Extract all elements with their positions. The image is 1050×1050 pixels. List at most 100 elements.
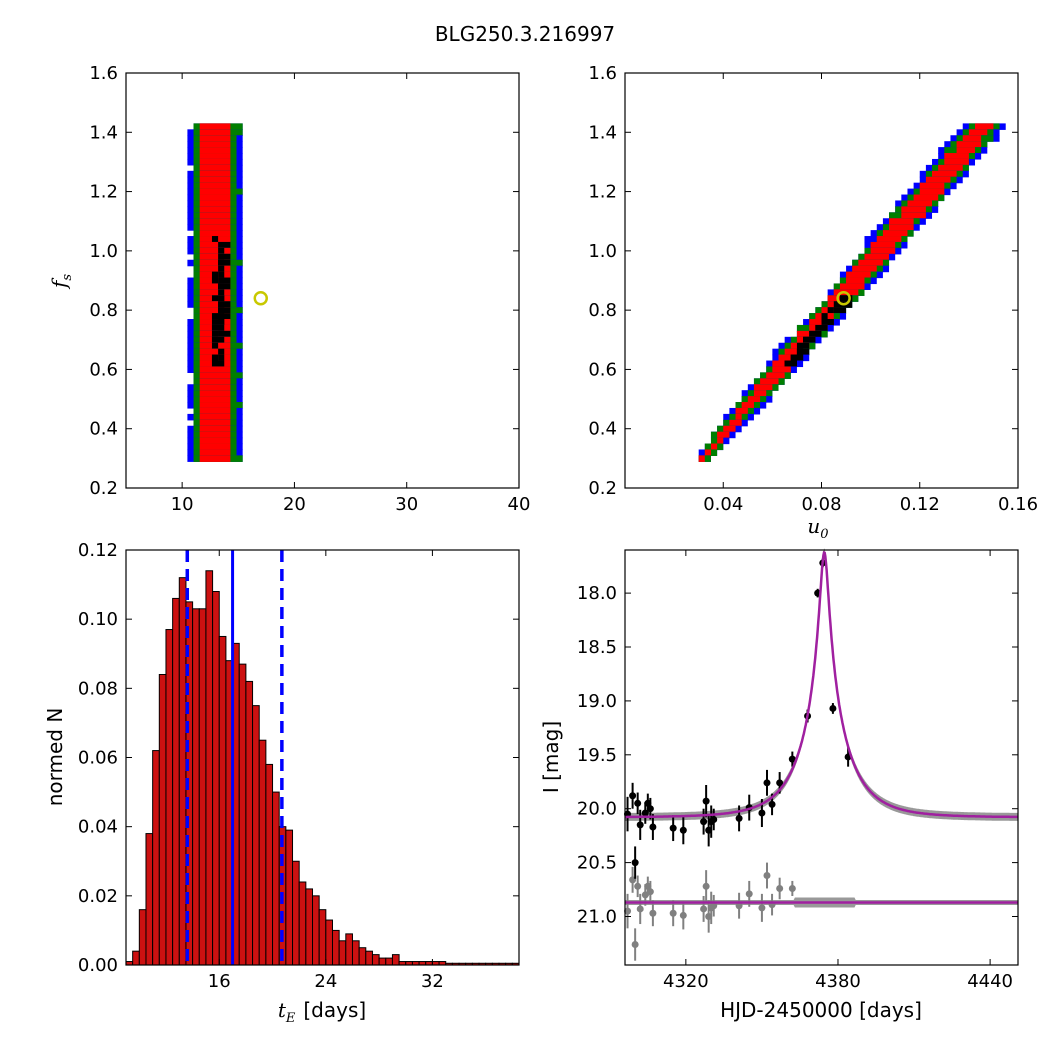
contour-red-cell bbox=[199, 437, 231, 445]
contour-red-cell bbox=[704, 449, 711, 456]
best-fit-region-cell bbox=[815, 324, 822, 332]
best-fit-region-cell bbox=[218, 253, 231, 261]
data-point bbox=[788, 755, 796, 763]
contour-red-cell bbox=[925, 176, 951, 184]
contour-red-cell bbox=[729, 419, 742, 427]
histogram-bar bbox=[325, 919, 333, 966]
contour-red-cell bbox=[944, 158, 969, 166]
histogram-bar bbox=[258, 739, 267, 966]
contour-red-cell bbox=[199, 283, 231, 290]
histogram-bar bbox=[138, 909, 147, 966]
panel-tl-ytick-label: 1.4 bbox=[89, 122, 118, 143]
contour-red-cell bbox=[199, 253, 231, 261]
data-point bbox=[629, 792, 637, 800]
panel-tl-ytick-label: 1.6 bbox=[89, 63, 118, 84]
panel-bl-xtick-label: 32 bbox=[421, 971, 444, 992]
panel-tr-ytick-label: 1.2 bbox=[588, 182, 617, 203]
histogram-bar bbox=[345, 933, 353, 966]
contour-red-cell bbox=[199, 289, 231, 296]
panel-lightcurve: 4320 4380 4440 18.0 18.5 19.0 19.5 20.0 20.5 21.0… bbox=[539, 548, 1019, 1022]
histogram-bar bbox=[178, 577, 187, 966]
contour-red-cell bbox=[199, 141, 231, 148]
panel-tl-ytick-label: 0.6 bbox=[89, 359, 118, 380]
best-fit-region-cell bbox=[809, 330, 816, 338]
histogram-bar bbox=[331, 929, 340, 966]
histogram-bar bbox=[172, 597, 180, 966]
histogram-bar bbox=[132, 950, 140, 966]
best-fit-marker bbox=[253, 291, 268, 306]
data-point bbox=[763, 779, 771, 787]
histogram-bar bbox=[351, 940, 360, 966]
contour-red-cell bbox=[199, 135, 231, 142]
panel-tr-ytick-label: 0.8 bbox=[588, 300, 617, 321]
contour-red-cell bbox=[199, 182, 231, 190]
histogram-bar bbox=[165, 629, 174, 966]
histogram-bar bbox=[358, 947, 367, 966]
histogram-bar bbox=[205, 570, 214, 966]
best-fit-region-cell bbox=[796, 348, 804, 356]
histogram-bar bbox=[145, 833, 154, 966]
histogram-bar bbox=[385, 957, 393, 966]
panel-bl-ytick-label: 0.06 bbox=[78, 748, 118, 769]
histogram-bar bbox=[378, 957, 387, 966]
best-fit-region-cell bbox=[218, 283, 231, 290]
best-fit-region-cell bbox=[218, 295, 225, 302]
contour-red-cell bbox=[778, 354, 797, 362]
histogram-bar bbox=[252, 705, 260, 966]
panel-tr-ytick-label: 1.6 bbox=[588, 63, 617, 84]
contour-red-cell bbox=[766, 372, 785, 379]
panel-br-ytick-label: 18.0 bbox=[577, 583, 617, 604]
contour-red-cell bbox=[919, 182, 945, 190]
panel-tl-xtick-label: 30 bbox=[395, 494, 418, 515]
histogram-bar bbox=[338, 940, 347, 966]
panel-bl-ytick-label: 0.04 bbox=[78, 817, 118, 838]
panel-tr-xtick-label: 0.08 bbox=[801, 494, 841, 515]
contour-red-cell bbox=[199, 247, 231, 255]
histogram-bar bbox=[318, 909, 327, 966]
residual-point bbox=[735, 902, 743, 910]
best-fit-region-cell bbox=[833, 307, 847, 314]
contour-red-cell bbox=[753, 384, 773, 391]
panel-bl-ytick-label: 0.02 bbox=[78, 886, 118, 907]
contour-red-cell bbox=[199, 158, 231, 166]
contour-red-cell bbox=[199, 402, 231, 409]
contour-red-cell bbox=[907, 200, 933, 207]
contour-red-cell bbox=[199, 129, 231, 136]
contour-red-cell bbox=[199, 419, 231, 427]
panel-bl-ytick-label: 0.12 bbox=[78, 540, 118, 561]
best-fit-region-cell bbox=[211, 330, 219, 338]
panel-br-ytick-label: 21.0 bbox=[577, 906, 617, 927]
contour-red-cell bbox=[199, 176, 231, 184]
contour-red-cell bbox=[870, 247, 896, 255]
contour-red-cell bbox=[199, 230, 231, 237]
contour-red-cell bbox=[870, 241, 896, 249]
panel-br-xtick-label: 4440 bbox=[967, 971, 1013, 992]
histogram-bar bbox=[298, 881, 307, 966]
y-axis-label-normed-n: normed N bbox=[43, 708, 67, 807]
contour-red-cell bbox=[199, 147, 231, 154]
best-fit-region-cell bbox=[218, 313, 231, 320]
data-point bbox=[679, 826, 687, 834]
histogram-bar bbox=[152, 750, 160, 966]
contour-red-cell bbox=[199, 218, 231, 225]
residual-point bbox=[634, 882, 642, 890]
x-axis-label-u0: u0 bbox=[807, 514, 828, 542]
best-fit-region-cell bbox=[218, 301, 225, 308]
histogram-bar bbox=[158, 674, 167, 966]
contour-red-cell bbox=[199, 384, 231, 391]
contour-red-cell bbox=[717, 437, 724, 445]
contour-red-cell bbox=[199, 443, 231, 451]
best-fit-region-cell bbox=[839, 295, 853, 302]
contour-red-cell bbox=[710, 443, 718, 451]
data-point bbox=[758, 809, 766, 817]
best-fit-marker bbox=[836, 291, 851, 306]
panel-br-xtick-label: 4320 bbox=[663, 971, 709, 992]
residual-point bbox=[758, 904, 766, 912]
panel-tl-ytick-label: 0.2 bbox=[89, 478, 118, 499]
residual-point bbox=[636, 905, 644, 913]
contour-red-cell bbox=[882, 230, 908, 237]
panel-tr-ytick-label: 0.4 bbox=[588, 419, 617, 440]
best-fit-region-cell bbox=[821, 319, 834, 326]
x-axis-label-te: tE [days] bbox=[278, 998, 366, 1026]
